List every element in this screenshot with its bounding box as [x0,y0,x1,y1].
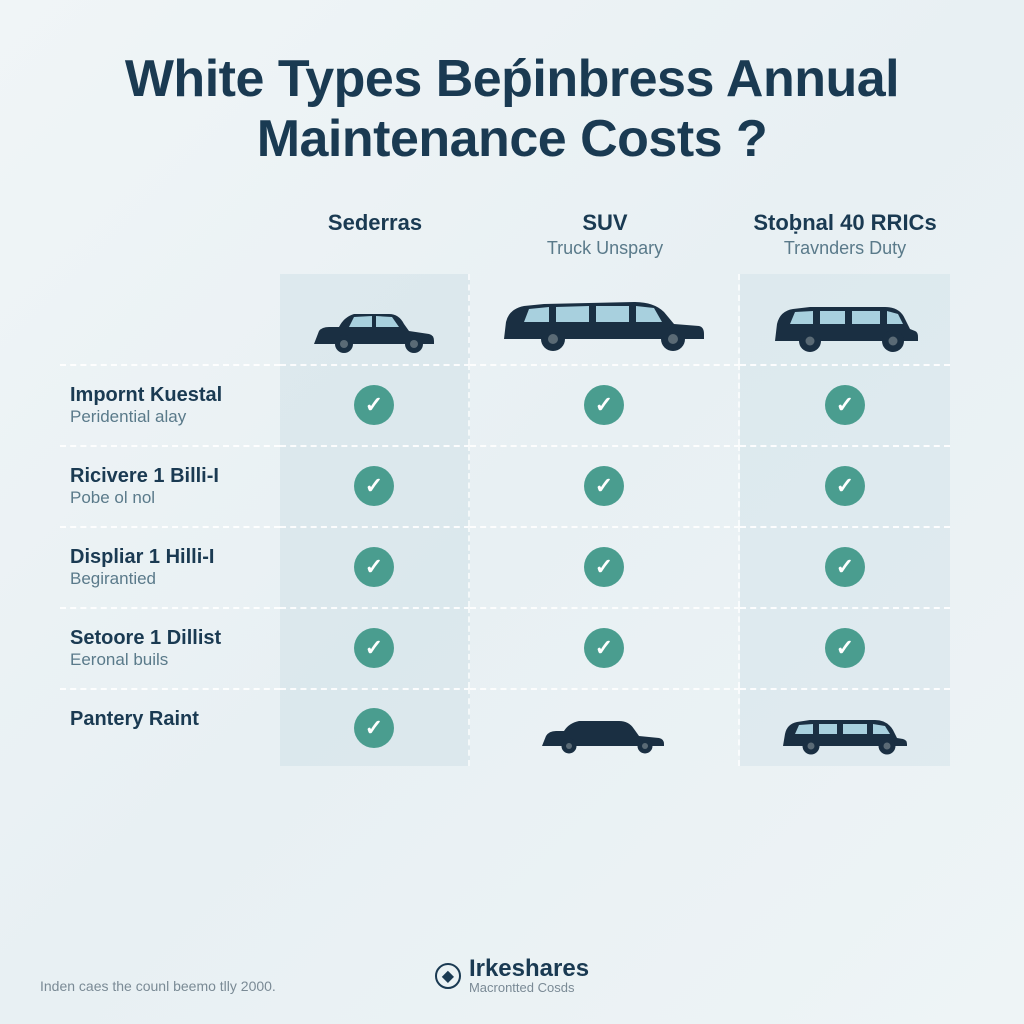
cell-1-1: ✓ [280,364,470,445]
row-2-sub: Pobe ol nol [70,488,270,508]
check-icon: ✓ [354,385,394,425]
title-line-1: White Types Beṕinbress Annual [125,50,899,108]
check-icon: ✓ [825,547,865,587]
cell-5-3 [740,688,950,766]
row-label-5: Pantery Raint [60,688,280,766]
main-title: White Types Beṕinbress Annual Maintenanc… [60,50,964,170]
car-row-spacer [60,274,280,364]
row-label-2: Ricivere 1 Billi-I Pobe ol nol [60,445,280,526]
cell-1-3: ✓ [740,364,950,445]
column-header-3: Stoḅnal 40 RRICs Travnders Duty [740,210,950,274]
row-4-sub: Eeronal buils [70,650,270,670]
check-icon: ✓ [584,466,624,506]
check-icon: ✓ [584,547,624,587]
col-title-2: SUV [480,210,730,236]
cell-3-2: ✓ [470,526,740,607]
row-2-main: Ricivere 1 Billi-I [70,465,270,488]
cell-4-2: ✓ [470,607,740,688]
check-icon: ✓ [354,708,394,748]
logo-icon: ◆ [435,963,461,989]
check-icon: ✓ [825,466,865,506]
col-title-1: Sederras [290,210,460,236]
infographic-container: White Types Beṕinbress Annual Maintenanc… [0,0,1024,796]
row-3-main: Displiar 1 Hilli-I [70,546,270,569]
title-line-2: Maintenance Costs ? [257,110,768,168]
check-icon: ✓ [354,466,394,506]
car-icon-cell-3 [740,274,950,364]
cell-4-3: ✓ [740,607,950,688]
cell-5-2 [470,688,740,766]
column-header-2: SUV Truck Unspary [470,210,740,274]
logo-tagline: Macrontted Cosds [469,981,589,994]
row-label-4: Setoore 1 Dillist Eeronal buils [60,607,280,688]
cell-2-1: ✓ [280,445,470,526]
header-spacer [60,210,280,274]
van-icon [765,289,925,359]
row-label-3: Displiar 1 Hilli-I Begirantied [60,526,280,607]
check-icon: ✓ [354,628,394,668]
col-subtitle-2: Truck Unspary [480,238,730,259]
row-1-main: Impornt Kuestal [70,384,270,407]
row-1-sub: Peridential alay [70,407,270,427]
suv-icon [494,284,714,359]
brand-logo: ◆ Irkeshares Macrontted Cosds [435,957,589,994]
logo-name: Irkeshares [469,957,589,981]
check-icon: ✓ [354,547,394,587]
cell-2-3: ✓ [740,445,950,526]
row-4-main: Setoore 1 Dillist [70,627,270,650]
column-header-1: Sederras [280,210,470,274]
check-icon: ✓ [825,628,865,668]
car-icon-cell-2 [470,274,740,364]
cell-5-1: ✓ [280,688,470,766]
comparison-grid: Sederras SUV Truck Unspary Stoḅnal 40 RR… [60,210,964,766]
cell-3-1: ✓ [280,526,470,607]
footnote-text: Inden caes the counl beemo tlly 2000. [40,978,276,994]
check-icon: ✓ [584,628,624,668]
cell-2-2: ✓ [470,445,740,526]
sedan-icon [304,299,444,359]
col-title-3: Stoḅnal 40 RRICs [750,210,940,236]
car-icon-cell-1 [280,274,470,364]
small-van-icon [775,706,915,756]
check-icon: ✓ [584,385,624,425]
cell-1-2: ✓ [470,364,740,445]
cell-3-3: ✓ [740,526,950,607]
small-sedan-icon [534,711,674,756]
cell-4-1: ✓ [280,607,470,688]
row-label-1: Impornt Kuestal Peridential alay [60,364,280,445]
row-3-sub: Begirantied [70,569,270,589]
check-icon: ✓ [825,385,865,425]
row-5-main: Pantery Raint [70,708,270,731]
col-subtitle-3: Travnders Duty [750,238,940,259]
